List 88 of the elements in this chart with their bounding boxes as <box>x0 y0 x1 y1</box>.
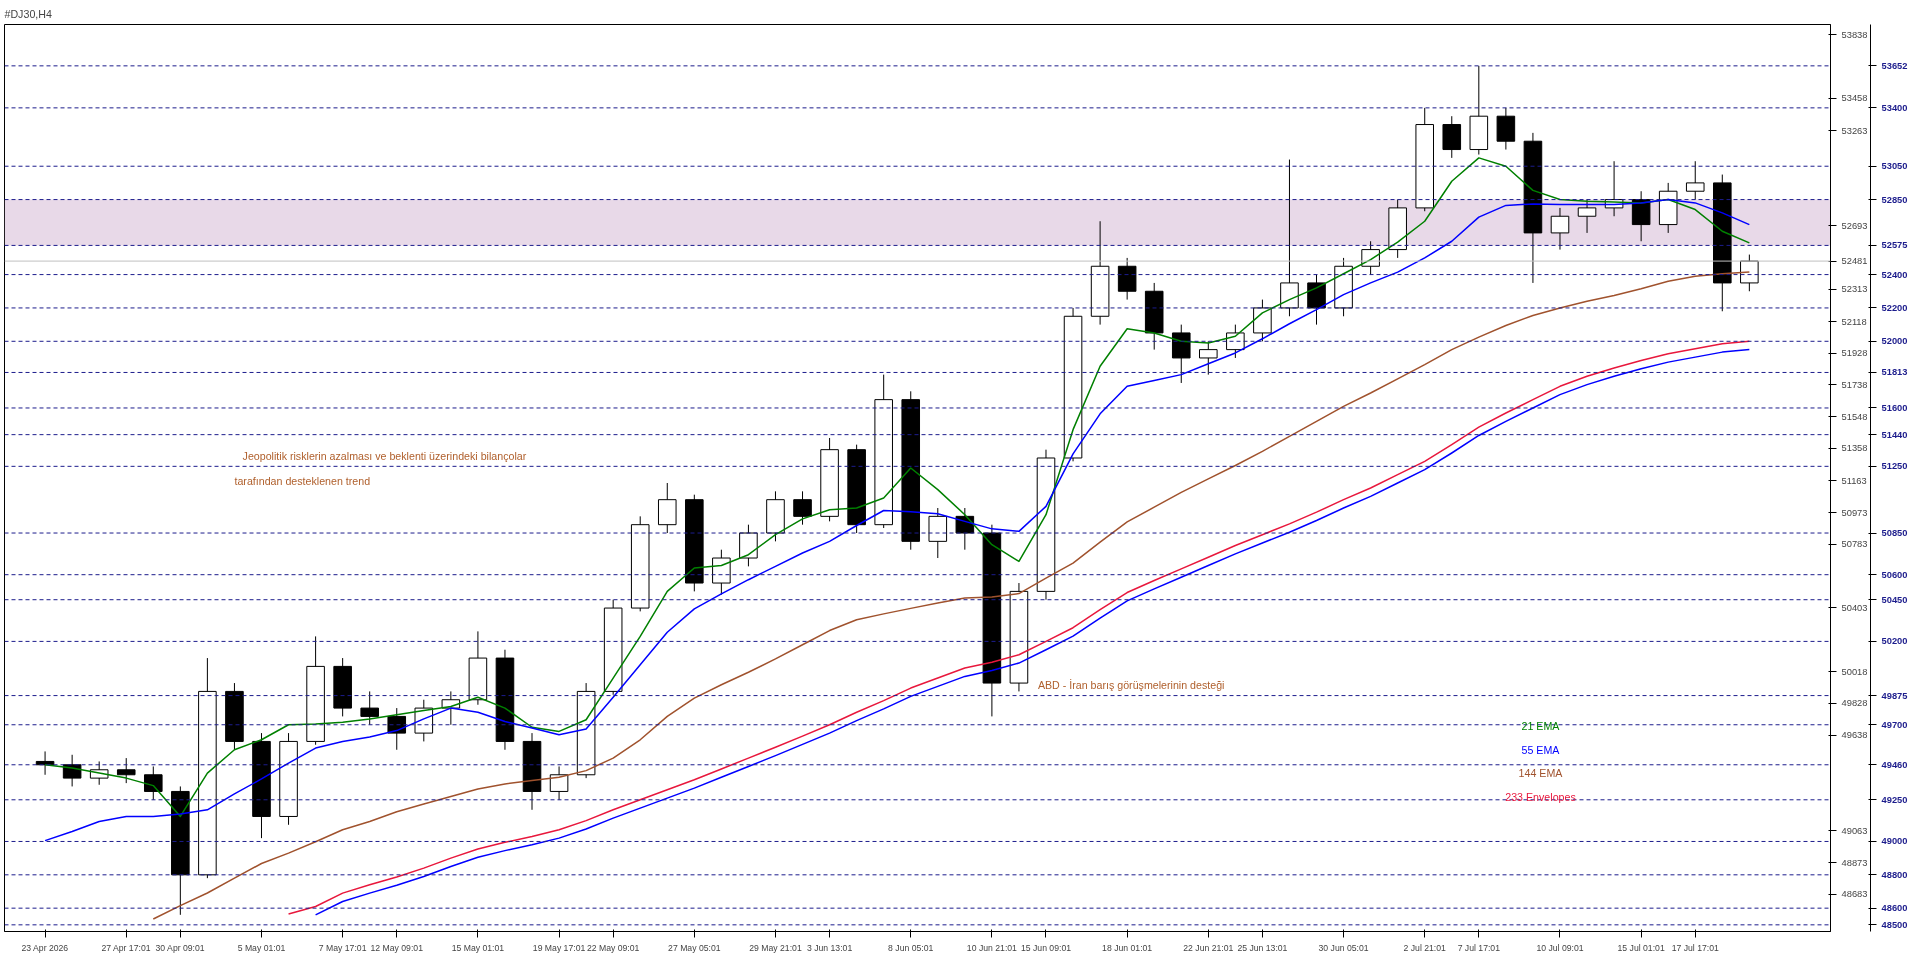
y-tick-label: 52313 <box>1841 284 1868 295</box>
y-tick-label: 49828 <box>1841 698 1868 709</box>
x-tick-label: 7 May 17:01 <box>318 942 367 953</box>
ref-line-label: 50600 <box>1881 569 1908 580</box>
y-tick-label: 51548 <box>1841 411 1868 422</box>
x-tick-label: 23 Apr 2026 <box>21 942 69 953</box>
y-tick-label: 51738 <box>1841 379 1868 390</box>
candlestick <box>62 754 82 787</box>
ref-line-label: 49700 <box>1881 719 1908 730</box>
x-tick-label: 17 Jul 17:01 <box>1671 942 1720 953</box>
ref-line-label: 52481 <box>1841 256 1868 267</box>
candlestick <box>549 765 569 801</box>
y-tick-label: 50783 <box>1841 539 1868 550</box>
candlestick <box>360 690 379 726</box>
x-tick-label: 22 May 09:01 <box>586 942 640 953</box>
x-tick-label: 8 Jun 05:01 <box>888 942 934 953</box>
x-tick-label: 19 May 17:01 <box>532 942 586 953</box>
x-tick-label: 29 May 21:01 <box>749 942 802 953</box>
y-tick-label: 51358 <box>1841 443 1868 454</box>
ref-line-label: 52200 <box>1881 302 1908 313</box>
text: 55 EMA <box>1521 743 1561 756</box>
y-tick-label: 53263 <box>1841 125 1868 136</box>
x-tick-label: 27 Apr 17:01 <box>101 942 151 953</box>
y-tick-label: 53838 <box>1841 29 1868 40</box>
candlestick <box>1577 199 1597 234</box>
ref-line-label: 49250 <box>1881 794 1908 805</box>
ref-line-label: 50450 <box>1881 594 1908 605</box>
y-tick-label: 53458 <box>1841 93 1868 104</box>
x-tick-label: 7 Jul 17:01 <box>1457 942 1501 953</box>
y-tick-label: 51928 <box>1841 348 1868 359</box>
candlestick <box>1550 207 1570 251</box>
ref-line-label: 52850 <box>1881 194 1908 205</box>
ref-line-label: 49000 <box>1881 836 1908 847</box>
text: 21 EMA <box>1521 719 1561 732</box>
ref-line-label: 51250 <box>1881 461 1908 472</box>
y-tick-label: 49063 <box>1841 825 1868 836</box>
ref-line-label: 49460 <box>1881 759 1908 770</box>
candlestick <box>1740 254 1759 292</box>
ref-line-label: 51440 <box>1881 429 1908 440</box>
candlestick <box>1199 340 1218 376</box>
candlestick <box>793 490 812 526</box>
y-tick-label: 52693 <box>1841 220 1868 231</box>
y-tick-label: 48683 <box>1841 889 1868 900</box>
text: 233 Envelopes <box>1505 790 1576 803</box>
ref-line-label: 52400 <box>1881 269 1908 280</box>
x-tick-label: 2 Jul 21:01 <box>1403 942 1447 953</box>
ref-line-label: 51813 <box>1881 367 1908 378</box>
x-tick-label: 12 May 09:01 <box>370 942 424 953</box>
candlestick <box>143 765 163 801</box>
x-tick-label: 15 Jun 09:01 <box>1020 942 1072 953</box>
annotation: ABD - İran barış görüşmelerinin desteği <box>1037 678 1225 691</box>
ref-line-label: 53050 <box>1881 161 1908 172</box>
x-tick-label: 10 Jul 09:01 <box>1536 942 1584 953</box>
ref-line-label: 48500 <box>1881 919 1908 930</box>
x-tick-label: 30 Jun 05:01 <box>1318 942 1369 953</box>
ref-line-label: 50200 <box>1881 636 1908 647</box>
ref-line-label: 50850 <box>1881 528 1908 539</box>
x-tick-label: 15 Jul 01:01 <box>1617 942 1665 953</box>
x-tick-label: 3 Jun 13:01 <box>806 942 853 953</box>
x-tick-label: 18 Jun 01:01 <box>1102 942 1153 953</box>
ref-line-label: 51600 <box>1881 402 1908 413</box>
y-tick-label: 50018 <box>1841 666 1868 677</box>
ref-line-label: 53400 <box>1881 102 1908 113</box>
ref-line-label: 53652 <box>1881 60 1908 71</box>
ref-line-label: 48600 <box>1881 903 1908 914</box>
y-tick-label: 51163 <box>1841 475 1867 486</box>
x-tick-label: 10 Jun 21:01 <box>966 942 1018 953</box>
y-tick-label: 48873 <box>1841 857 1868 868</box>
x-tick-label: 25 Jun 13:01 <box>1237 942 1288 953</box>
x-tick-label: 27 May 05:01 <box>668 942 721 953</box>
x-tick-label: 30 Apr 09:01 <box>155 942 205 953</box>
ref-line-label: 52000 <box>1881 336 1908 347</box>
text: 144 EMA <box>1518 767 1564 780</box>
chart-title: #DJ30,H4 <box>4 7 52 20</box>
ref-line-label: 49875 <box>1881 690 1908 701</box>
y-tick-label: 49638 <box>1841 730 1868 741</box>
y-tick-label: 52118 <box>1841 316 1867 327</box>
y-tick-label: 50403 <box>1841 602 1868 613</box>
candlestick <box>1685 160 1705 201</box>
ref-line-label: 48800 <box>1881 869 1908 880</box>
x-tick-label: 5 May 01:01 <box>237 942 286 953</box>
ref-line-label: 52575 <box>1881 240 1908 251</box>
candlestick <box>116 757 136 784</box>
annotation: Jeopolitik risklerin azalması ve beklenti üzerindeki bilançolar <box>242 450 527 463</box>
y-tick-label: 50973 <box>1841 507 1868 518</box>
annotation: tarafından desteklenen trend <box>234 474 371 487</box>
x-tick-label: 15 May 01:01 <box>451 942 505 953</box>
x-tick-label: 22 Jun 21:01 <box>1183 942 1234 953</box>
